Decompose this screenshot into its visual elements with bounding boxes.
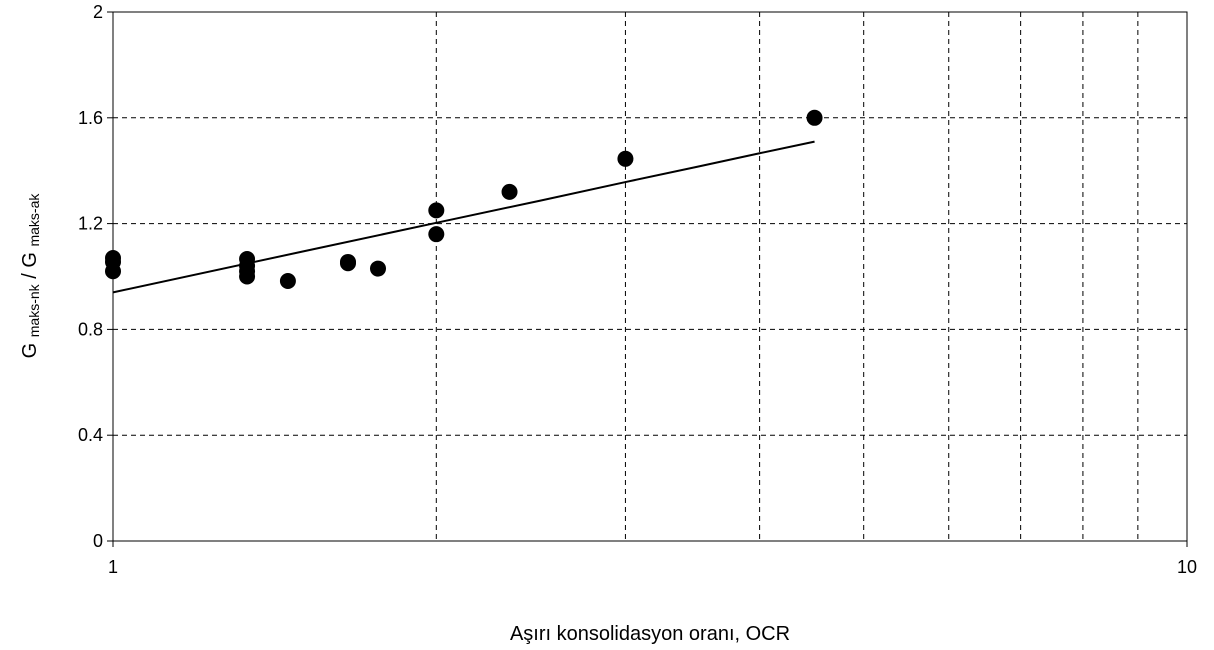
- y-axis-label-part: maks-ak: [26, 193, 42, 247]
- data-point: [617, 150, 634, 167]
- y-axis-label-part: / G: [19, 252, 41, 279]
- y-axis-label: G maks-nk / G maks-ak: [19, 193, 42, 359]
- data-point: [501, 183, 518, 200]
- x-tick-label: 10: [1177, 557, 1197, 577]
- plot-frame: [112, 11, 1188, 542]
- y-axis-label-part: maks-nk: [26, 283, 42, 337]
- y-tick-label: 0: [93, 531, 103, 551]
- data-point: [428, 226, 445, 243]
- y-axis-label-part: G: [19, 343, 41, 359]
- y-tick-label: 0.4: [78, 425, 103, 445]
- x-tick-label: 1: [108, 557, 118, 577]
- data-point: [370, 260, 387, 277]
- y-tick-label: 2: [93, 2, 103, 22]
- x-axis-label: Aşırı konsolidasyon oranı, OCR: [510, 623, 790, 645]
- data-point: [239, 268, 256, 285]
- data-point: [806, 109, 823, 126]
- y-tick-label: 1.6: [78, 108, 103, 128]
- data-point: [428, 202, 445, 219]
- trend-line: [112, 140, 815, 294]
- data-point: [105, 263, 121, 280]
- data-point: [279, 272, 296, 289]
- data-point: [339, 255, 356, 272]
- y-tick-label: 1.2: [78, 214, 103, 234]
- y-tick-label: 0.8: [78, 319, 103, 339]
